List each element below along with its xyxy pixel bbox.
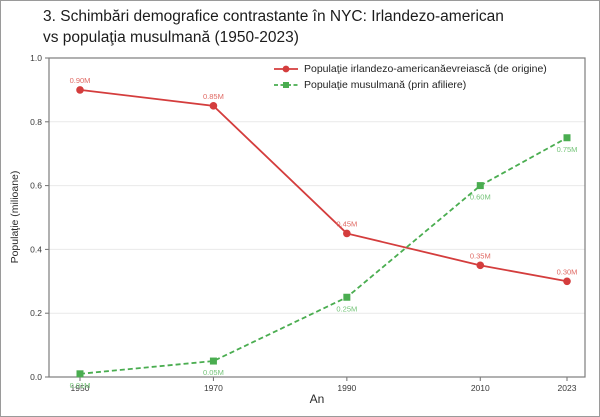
- svg-text:0.45M: 0.45M: [336, 219, 357, 228]
- svg-text:2023: 2023: [558, 383, 577, 393]
- legend-label-irish: Populaţie irlandezo-americanăevreiască (…: [304, 63, 547, 75]
- legend: Populaţie irlandezo-americanăevreiască (…: [273, 62, 547, 92]
- svg-text:0.2: 0.2: [30, 308, 42, 318]
- legend-item-muslim: Populaţie musulmană (prin afiliere): [273, 78, 547, 92]
- svg-text:0.4: 0.4: [30, 244, 42, 254]
- svg-text:0.90M: 0.90M: [70, 76, 91, 85]
- y-axis-label: Populaţie (milioane): [9, 170, 21, 264]
- svg-text:1.0: 1.0: [30, 53, 42, 63]
- svg-text:0.05M: 0.05M: [203, 368, 224, 377]
- red-solid-line-circle-marker-icon: [274, 65, 298, 73]
- svg-text:0.8: 0.8: [30, 117, 42, 127]
- svg-text:0.0: 0.0: [30, 372, 42, 382]
- svg-text:0.85M: 0.85M: [203, 92, 224, 101]
- svg-text:2010: 2010: [471, 383, 490, 393]
- green-dashed-line-square-marker-icon: [274, 82, 298, 88]
- svg-text:0.30M: 0.30M: [557, 267, 578, 276]
- legend-label-muslim: Populaţie musulmană (prin afiliere): [304, 79, 467, 91]
- svg-text:0.6: 0.6: [30, 181, 42, 191]
- x-axis-label: An: [309, 392, 325, 406]
- svg-text:0.25M: 0.25M: [336, 304, 357, 313]
- chart-title: 3. Schimbări demografice contrastante în…: [43, 6, 599, 48]
- svg-text:1950: 1950: [71, 383, 90, 393]
- svg-text:0.75M: 0.75M: [557, 145, 578, 154]
- chart-title-line2: vs populaţia musulmană (1950-2023): [43, 29, 299, 46]
- svg-text:1990: 1990: [337, 383, 356, 393]
- chart-title-line1: 3. Schimbări demografice contrastante în…: [43, 8, 504, 25]
- legend-item-irish: Populaţie irlandezo-americanăevreiască (…: [273, 62, 547, 76]
- svg-text:0.60M: 0.60M: [470, 193, 491, 202]
- svg-text:1970: 1970: [204, 383, 223, 393]
- svg-text:0.35M: 0.35M: [470, 251, 491, 260]
- svg-text:0.01M: 0.01M: [70, 381, 91, 390]
